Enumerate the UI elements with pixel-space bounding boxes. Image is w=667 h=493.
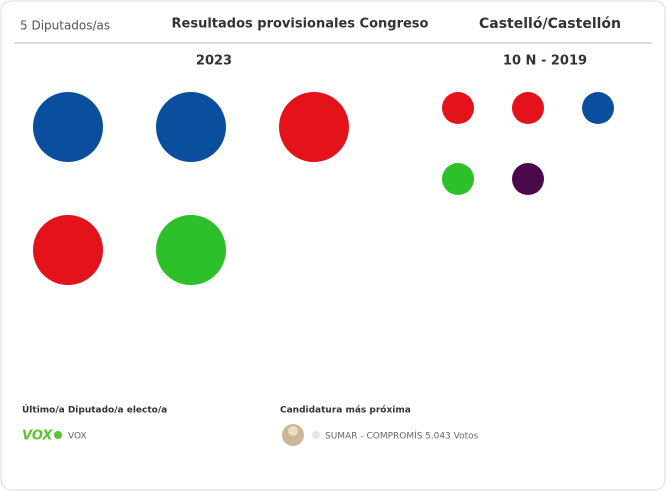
place: Castelló/Castellón [479, 16, 621, 32]
title: Resultados provisionales Congreso [172, 17, 429, 32]
seat [582, 92, 614, 124]
seat [156, 215, 226, 285]
seats [33, 92, 614, 285]
seat [33, 215, 103, 285]
seat [442, 163, 474, 195]
seat [442, 92, 474, 124]
party-dot [54, 431, 62, 439]
nearest-label: Candidatura más próxima [280, 405, 411, 416]
nearest-votes: 5.043 Votos [425, 432, 479, 442]
panel-title: 10 N - 2019 [503, 54, 587, 69]
seat [512, 163, 544, 195]
candidate-avatar-face [288, 426, 298, 436]
last-party: VOX [68, 432, 87, 442]
seat [512, 92, 544, 124]
seat-count: 5 Diputados/as [20, 19, 110, 33]
party-dot [312, 431, 320, 439]
nearest-party: SUMAR - COMPROMÍS [325, 430, 423, 442]
last-elected-label: Último/a Diputado/a electo/a [22, 404, 167, 416]
party-logo: VOX [22, 429, 53, 444]
seat [156, 92, 226, 162]
seat [279, 92, 349, 162]
panel-title: 2023 [196, 54, 232, 69]
seat [33, 92, 103, 162]
